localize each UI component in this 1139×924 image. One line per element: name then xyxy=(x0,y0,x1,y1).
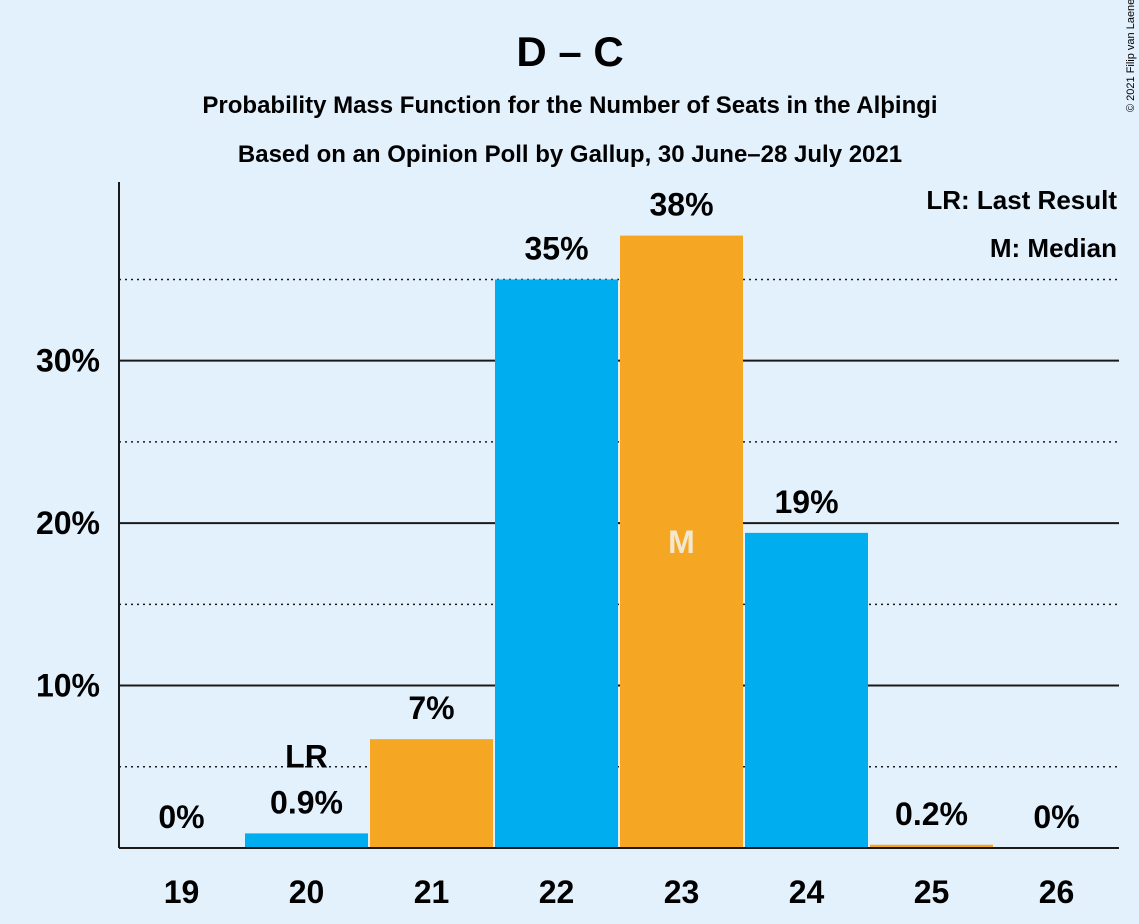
bar-seat-22 xyxy=(495,279,618,849)
x-tick-label: 21 xyxy=(414,874,450,910)
legend-last-result: LR: Last Result xyxy=(926,185,1117,215)
data-label: 35% xyxy=(524,230,588,266)
data-label: 19% xyxy=(774,484,838,520)
x-tick-label: 24 xyxy=(789,874,825,910)
x-tick-label: 25 xyxy=(914,874,950,910)
x-tick-label: 22 xyxy=(539,874,575,910)
data-label: 0.2% xyxy=(895,796,968,832)
x-tick-label: 20 xyxy=(289,874,325,910)
grid-lines xyxy=(119,278,1119,768)
y-tick-labels: 10% 20% 30% xyxy=(36,343,100,704)
x-tick-label: 26 xyxy=(1039,874,1075,910)
x-tick-label: 19 xyxy=(164,874,200,910)
chart-title: D – C xyxy=(516,28,623,75)
bar-seat-24 xyxy=(745,532,868,848)
bars xyxy=(245,235,993,849)
bar-seat-25 xyxy=(870,844,993,848)
data-label: 7% xyxy=(408,690,454,726)
last-result-marker: LR xyxy=(285,738,328,774)
legend-median: M: Median xyxy=(990,233,1117,263)
x-tick-labels: 19 20 21 22 23 24 25 26 xyxy=(164,874,1075,910)
data-label: 0% xyxy=(158,799,204,835)
bar-seat-21 xyxy=(370,739,493,848)
x-tick-label: 23 xyxy=(664,874,700,910)
data-label: 0% xyxy=(1033,799,1079,835)
bar-seat-23 xyxy=(620,235,743,849)
data-label: 0.9% xyxy=(270,784,343,820)
data-label: 38% xyxy=(649,187,713,223)
bar-seat-20 xyxy=(245,833,368,848)
copyright-notice: © 2021 Filip van Laenen xyxy=(1125,0,1137,112)
y-tick-label: 30% xyxy=(36,343,100,379)
y-tick-label: 20% xyxy=(36,505,100,541)
chart-subtitle-line2: Based on an Opinion Poll by Gallup, 30 J… xyxy=(238,141,902,168)
y-tick-label: 10% xyxy=(36,668,100,704)
chart-subtitle-line1: Probability Mass Function for the Number… xyxy=(202,92,937,119)
data-labels: 0% 0.9% LR 7% 35% 38% M 19% 0.2% 0% xyxy=(158,187,1079,835)
median-marker: M xyxy=(668,524,695,560)
